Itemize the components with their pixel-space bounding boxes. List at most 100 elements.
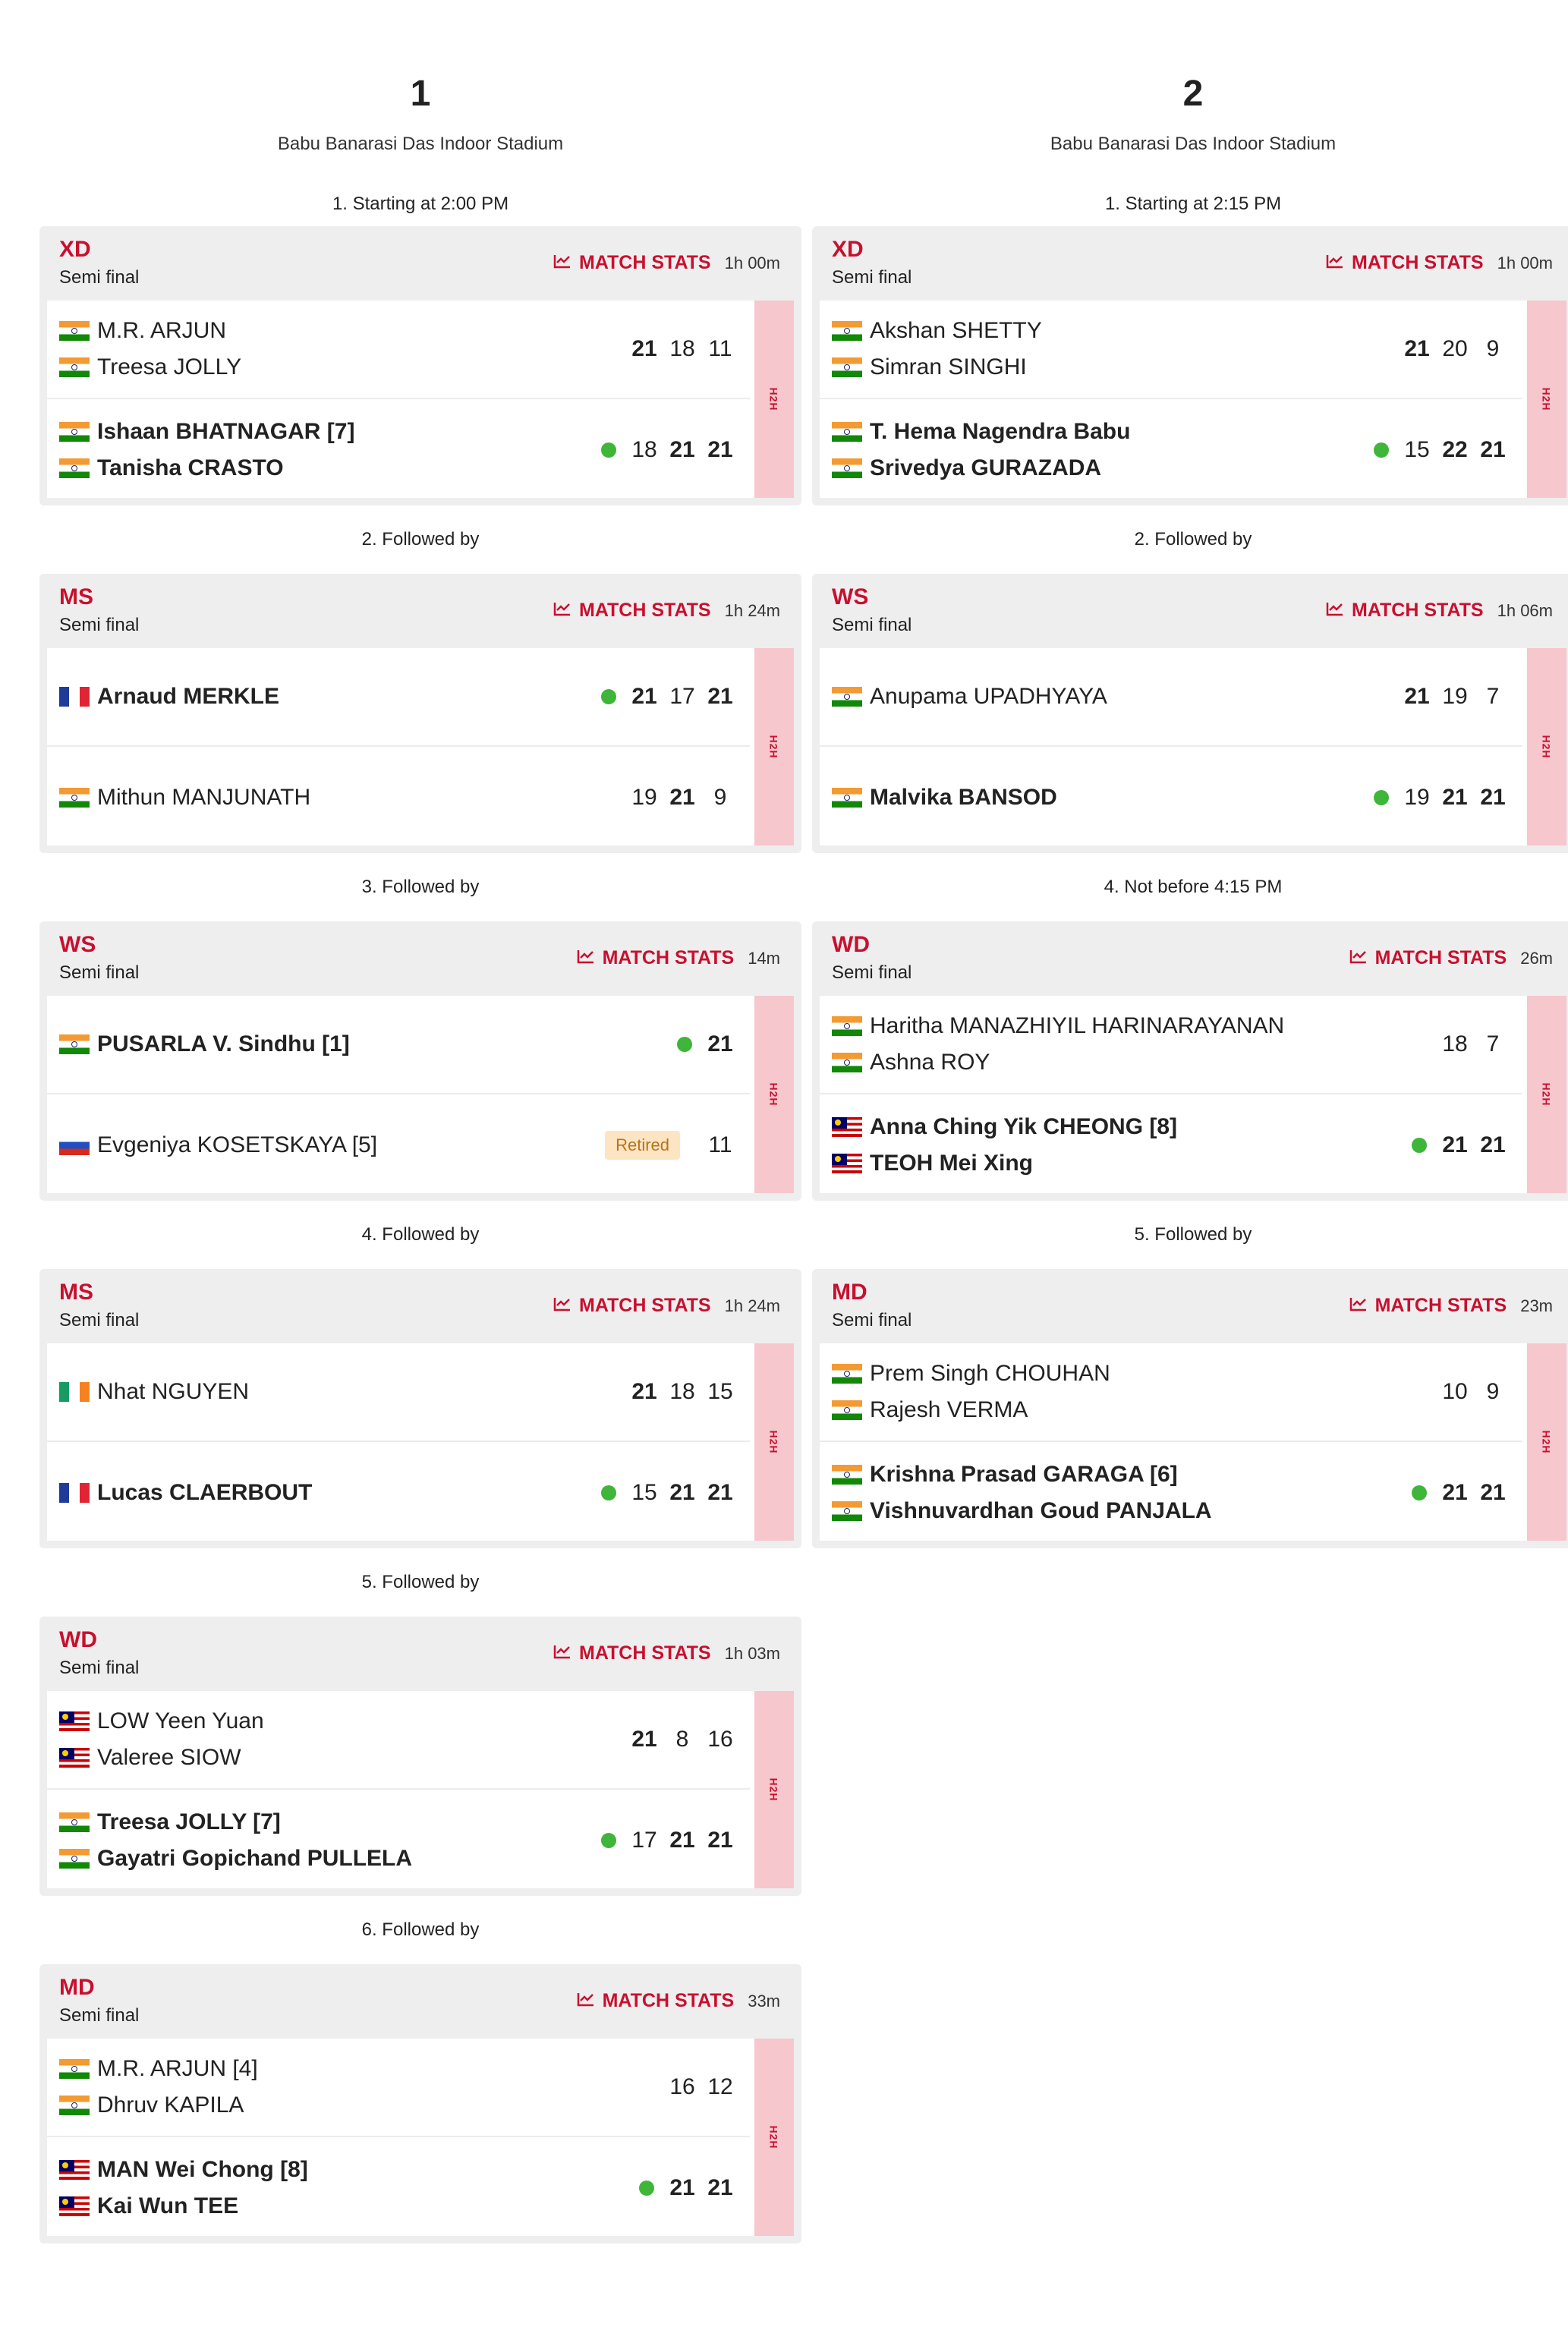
player[interactable]: M.R. ARJUN: [59, 313, 241, 349]
h2h-button[interactable]: H2H: [754, 1343, 794, 1541]
player[interactable]: Valeree SIOW: [59, 1740, 264, 1776]
flag-icon: [59, 2196, 90, 2216]
match-stats-button[interactable]: MATCH STATS: [1326, 600, 1484, 622]
player[interactable]: T. Hema Nagendra Babu: [832, 414, 1130, 450]
player[interactable]: Rajesh VERMA: [832, 1392, 1110, 1428]
player[interactable]: Arnaud MERKLE: [59, 679, 279, 715]
player[interactable]: Mithun MANJUNATH: [59, 779, 310, 816]
player[interactable]: Treesa JOLLY [7]: [59, 1804, 412, 1841]
match-stats-button[interactable]: MATCH STATS: [553, 252, 711, 274]
player[interactable]: Srivedya GURAZADA: [832, 450, 1130, 486]
player[interactable]: Haritha MANAZHIYIL HARINARAYANAN: [832, 1008, 1284, 1044]
h2h-button[interactable]: H2H: [1527, 1343, 1566, 1541]
player[interactable]: Simran SINGHI: [832, 349, 1042, 386]
player[interactable]: Prem Singh CHOUHAN: [832, 1356, 1110, 1392]
player[interactable]: TEOH Mei Xing: [832, 1145, 1177, 1182]
match-stats-button[interactable]: MATCH STATS: [553, 1642, 711, 1664]
match-stats-button[interactable]: MATCH STATS: [553, 600, 711, 622]
player[interactable]: Nhat NGUYEN: [59, 1374, 249, 1410]
player[interactable]: Krishna Prasad GARAGA [6]: [832, 1456, 1212, 1493]
chart-line-icon: [553, 252, 579, 274]
match-duration: 26m: [1520, 948, 1553, 968]
event-code: MD: [59, 1975, 95, 2000]
player[interactable]: MAN Wei Chong [8]: [59, 2152, 308, 2188]
event-code: XD: [59, 237, 91, 262]
flag-icon: [59, 458, 90, 478]
player[interactable]: Vishnuvardhan Goud PANJALA: [832, 1493, 1212, 1529]
player[interactable]: LOW Yeen Yuan: [59, 1703, 264, 1740]
team-scores: Retired 11: [605, 1096, 739, 1195]
player[interactable]: Anna Ching Yik CHEONG [8]: [832, 1109, 1177, 1145]
team-scores: 19 21 9: [625, 748, 739, 847]
h2h-button[interactable]: H2H: [754, 301, 794, 498]
player[interactable]: Ashna ROY: [832, 1044, 1284, 1081]
flag-icon: [832, 1016, 862, 1036]
match-stats-button[interactable]: MATCH STATS: [1349, 1295, 1507, 1317]
chart-line-icon: [577, 1990, 603, 2012]
match-stats-button[interactable]: MATCH STATS: [577, 947, 734, 969]
team-players: Mithun MANJUNATH: [59, 748, 310, 847]
team-scores: 21: [677, 996, 739, 1093]
player[interactable]: Ishaan BHATNAGAR [7]: [59, 414, 354, 450]
event-code: WD: [59, 1627, 97, 1652]
match-body: M.R. ARJUN [4] Dhruv KAPILA 16 12 MAN Wei Ch…: [47, 2039, 794, 2236]
match-card: XD Semi final MATCH STATS 1h 00m Akshan SHET…: [812, 226, 1568, 505]
h2h-button[interactable]: H2H: [754, 1691, 794, 1888]
player-name: Lucas CLAERBOUT: [97, 1480, 313, 1505]
player[interactable]: Gayatri Gopichand PULLELA: [59, 1841, 412, 1877]
court-column: 2 Babu Banarasi Das Indoor Stadium 1. Star…: [812, 0, 1568, 1548]
match-stats-button[interactable]: MATCH STATS: [1326, 252, 1484, 274]
game-score: 21: [1442, 1480, 1468, 1505]
game-score: 20: [1442, 336, 1468, 361]
h2h-button[interactable]: H2H: [1527, 996, 1566, 1193]
flag-icon: [832, 1400, 862, 1420]
player[interactable]: Lucas CLAERBOUT: [59, 1475, 312, 1511]
game-score: 21: [1404, 336, 1430, 361]
match-round: Semi final: [59, 1310, 140, 1330]
match-card: MD Semi final MATCH STATS 23m Prem Singh CHO…: [812, 1269, 1568, 1548]
game-score: 21: [631, 684, 657, 709]
player[interactable]: PUSARLA V. Sindhu [1]: [59, 1026, 350, 1063]
h2h-button[interactable]: H2H: [1527, 301, 1566, 498]
team-row: Mithun MANJUNATH 19 21 9: [47, 748, 750, 847]
player[interactable]: Akshan SHETTY: [832, 313, 1042, 349]
chart-line-icon: [577, 947, 603, 969]
player[interactable]: Anupama UPADHYAYA: [832, 679, 1107, 715]
match-round: Semi final: [832, 267, 912, 288]
match-stats-button[interactable]: MATCH STATS: [1349, 947, 1507, 969]
player[interactable]: Evgeniya KOSETSKAYA [5]: [59, 1127, 377, 1164]
court-number: 1: [410, 74, 431, 114]
player[interactable]: Kai Wun TEE: [59, 2188, 308, 2225]
match-round: Semi final: [832, 1310, 912, 1330]
player[interactable]: M.R. ARJUN [4]: [59, 2051, 258, 2087]
match-duration: 1h 24m: [724, 1296, 780, 1315]
team-scores: 21 21: [1412, 1096, 1512, 1195]
player[interactable]: Treesa JOLLY: [59, 349, 241, 386]
player[interactable]: Dhruv KAPILA: [59, 2087, 258, 2124]
team-scores: 15 21 21: [601, 1444, 739, 1542]
match-round: Semi final: [59, 2005, 140, 2026]
h2h-label: H2H: [767, 735, 780, 759]
match-stats-button[interactable]: MATCH STATS: [553, 1295, 711, 1317]
player[interactable]: Tanisha CRASTO: [59, 450, 354, 486]
h2h-button[interactable]: H2H: [1527, 648, 1566, 845]
h2h-button[interactable]: H2H: [754, 648, 794, 845]
match-duration: 1h 03m: [724, 1643, 780, 1663]
winner-indicator: [1412, 1138, 1427, 1153]
player-name: PUSARLA V. Sindhu [1]: [97, 1031, 350, 1056]
player-name: Rajesh VERMA: [870, 1397, 1028, 1422]
match-stats-button[interactable]: MATCH STATS: [577, 1990, 734, 2012]
match-body: PUSARLA V. Sindhu [1] 21 Evgeniya KOSETSKA…: [47, 996, 794, 1193]
h2h-button[interactable]: H2H: [754, 996, 794, 1193]
match-stats-group: MATCH STATS 1h 06m: [1326, 600, 1553, 622]
team-scores: 18 7: [1436, 996, 1512, 1093]
match-stats-label: MATCH STATS: [579, 1295, 711, 1316]
h2h-button[interactable]: H2H: [754, 2039, 794, 2236]
player[interactable]: Malvika BANSOD: [832, 779, 1057, 816]
game-score: 18: [669, 1379, 695, 1404]
team-scores: 21 8 16: [625, 1691, 739, 1788]
chart-line-icon: [553, 1642, 579, 1664]
winner-indicator: [677, 1037, 692, 1052]
team-players: Prem Singh CHOUHAN Rajesh VERMA: [832, 1343, 1110, 1441]
team-players: Haritha MANAZHIYIL HARINARAYANAN Ashna RO…: [832, 996, 1284, 1093]
